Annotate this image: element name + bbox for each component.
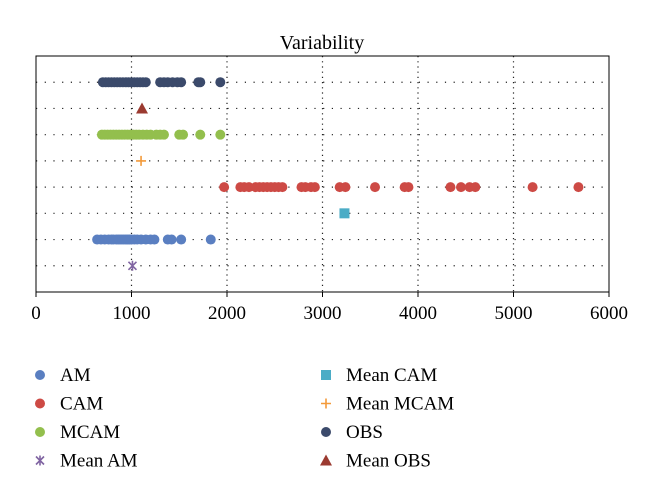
legend-label-mean-am: Mean AM [60,451,138,472]
x-tick-label: 4000 [399,303,437,324]
legend-label-am: AM [60,365,91,386]
point-mcam [158,129,169,140]
legend-label-mean-mcam: Mean MCAM [346,394,454,415]
point-am [149,234,160,245]
legend: AM CAM MCAM Mean AM Mean CAM Mean MCAM OBS Mean… [35,365,454,472]
point-mcam [178,129,189,140]
point-obs [176,77,187,88]
legend-marker-am [35,370,45,380]
legend-label-mcam: MCAM [60,422,120,443]
legend-label-mean-cam: Mean CAM [346,365,437,386]
point-obs [215,77,226,88]
point-cam [277,182,288,193]
point-cam [340,182,351,193]
point-cam [370,182,381,193]
point-mean-mcam [136,155,147,166]
point-mean-obs [136,102,149,114]
x-tick-label: 5000 [495,303,533,324]
legend-marker-mean-mcam [321,398,331,409]
point-am [205,234,216,245]
chart-title: Variability [280,32,364,54]
legend-marker-mcam [35,427,45,437]
point-cam [573,182,584,193]
legend-marker-mean-am [35,455,45,466]
point-cam [403,182,414,193]
point-cam [309,182,320,193]
legend-marker-mean-cam [321,370,331,380]
legend-marker-mean-obs [320,454,332,466]
gridlines [36,56,609,292]
legend-marker-obs [321,427,331,437]
x-tick-label: 3000 [304,303,342,324]
point-cam [527,182,538,193]
data-points [92,77,584,271]
point-cam [455,182,466,193]
legend-label-obs: OBS [346,422,383,443]
point-am [166,234,177,245]
point-mean-cam [339,208,350,219]
x-axis-ticks: 0 1000 2000 3000 4000 5000 6000 [31,292,628,324]
x-tick-label: 2000 [208,303,246,324]
legend-label-mean-obs: Mean OBS [346,451,431,472]
legend-label-cam: CAM [60,394,103,415]
point-cam [219,182,230,193]
x-tick-label: 6000 [590,303,628,324]
point-cam [445,182,456,193]
point-cam [470,182,481,193]
legend-marker-cam [35,398,45,409]
point-mcam [215,129,226,140]
point-obs [140,77,151,88]
point-am [176,234,187,245]
x-tick-label: 1000 [113,303,151,324]
point-mean-am [127,260,138,271]
point-obs [195,77,206,88]
point-mcam [195,129,206,140]
x-tick-label: 0 [31,303,41,324]
plot-area [35,55,610,293]
